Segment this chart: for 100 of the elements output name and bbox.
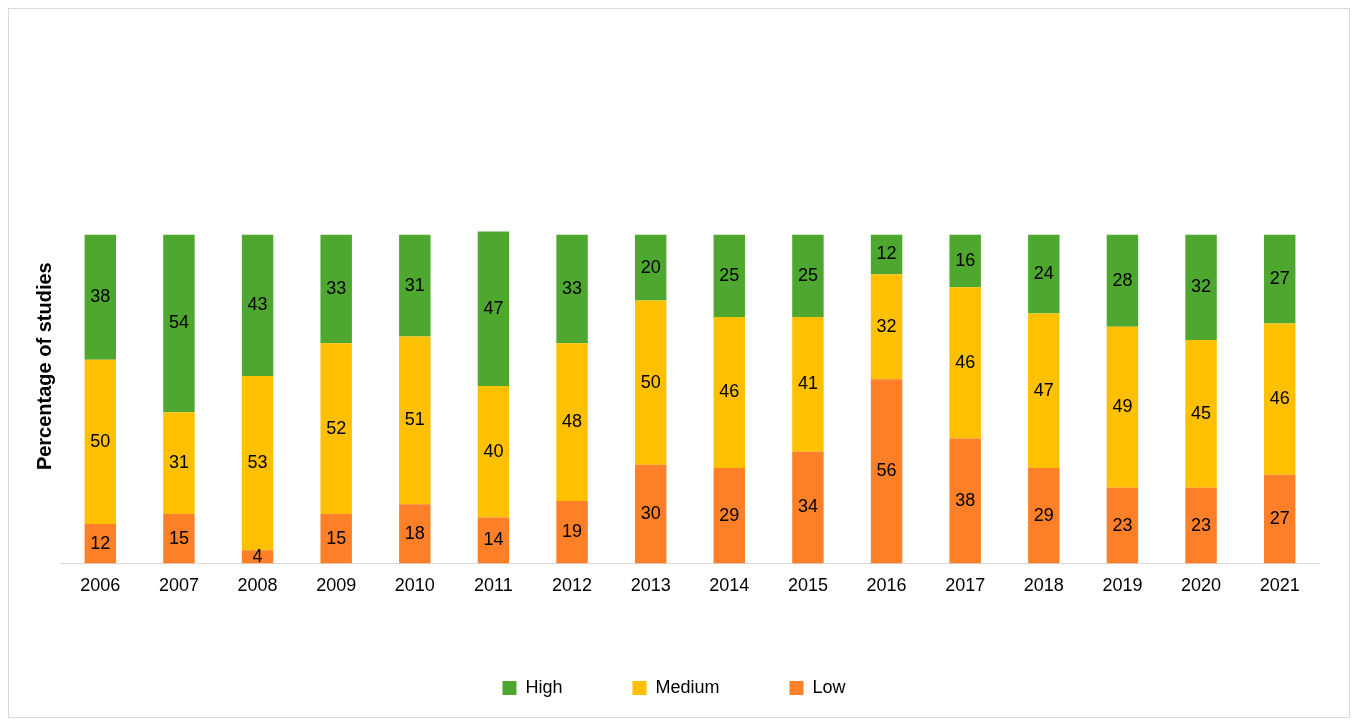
bar [713,234,746,317]
bar [1106,234,1139,327]
data-label: 46 [1269,388,1290,409]
bar [163,234,195,413]
x-tick-label: 2015 [787,575,828,596]
data-label: 29 [719,504,740,525]
x-tick-label: 2016 [866,575,907,596]
data-label: 33 [326,277,347,298]
data-label: 19 [562,521,583,542]
data-label: 45 [1191,402,1212,423]
x-tick-label: 2012 [552,575,593,596]
bar [556,234,588,344]
data-label: 56 [876,460,897,481]
bar [1106,326,1139,488]
bar [634,300,667,465]
data-label: 20 [640,256,661,277]
bar [792,234,824,317]
bar [634,234,667,301]
bar [320,343,352,515]
x-tick-label: 2010 [394,575,435,596]
bar [399,504,431,564]
bar [1028,313,1060,469]
x-tick-label: 2017 [945,575,986,596]
data-label: 25 [797,264,818,285]
data-label: 47 [483,297,504,318]
data-label: 46 [955,351,976,372]
data-label: 50 [640,371,661,392]
data-label: 40 [483,440,504,461]
bar [320,514,352,564]
data-label: 15 [326,527,347,548]
bar [163,514,195,564]
x-tick-label: 2008 [237,575,278,596]
data-label: 29 [1033,504,1054,525]
data-label: 38 [955,489,976,510]
data-label: 25 [719,264,740,285]
data-label: 23 [1191,514,1212,535]
data-label: 50 [90,430,111,451]
bar [1185,487,1217,564]
bar [1263,234,1296,324]
bar [556,343,588,501]
data-label: 34 [797,496,818,517]
data-label: 51 [404,409,425,430]
bar [1106,487,1139,564]
bar [949,287,981,439]
data-label: 14 [483,529,504,550]
legend-label: Low [812,676,847,697]
data-label: 41 [797,373,818,394]
x-tick-label: 2020 [1181,575,1222,596]
bar [713,468,746,564]
legend-label: Medium [655,676,720,697]
bar [84,234,117,360]
bar [477,385,510,518]
data-label: 31 [404,274,425,295]
bar [949,438,981,564]
bar [949,234,981,288]
bar [1185,339,1217,488]
bar [1263,323,1296,475]
bar [241,376,274,551]
y-axis-title: Percentage of studies [32,262,55,471]
data-label: 18 [404,522,425,543]
bar [320,234,352,344]
x-tick-label: 2019 [1102,575,1143,596]
data-label: 16 [955,250,976,270]
data-label: 54 [168,312,189,333]
data-label: 43 [247,294,268,315]
bar [870,274,903,380]
bar [477,517,510,564]
x-tick-label: 2021 [1259,575,1300,596]
bar [1028,234,1060,314]
data-label: 27 [1269,508,1290,528]
bar [399,336,431,505]
bar [634,464,667,564]
data-label: 38 [90,286,111,307]
bar [870,379,903,564]
data-label: 48 [562,411,583,432]
data-label: 32 [1191,276,1212,297]
x-tick-label: 2006 [80,575,121,596]
data-label: 24 [1033,263,1054,284]
data-label: 23 [1112,514,1133,535]
bar [241,234,274,377]
x-tick-label: 2007 [158,575,199,596]
data-label: 53 [247,452,268,473]
bar [792,316,824,452]
data-label: 27 [1269,268,1290,289]
data-label: 32 [876,315,897,336]
bar [477,231,510,386]
x-tick-label: 2011 [474,575,513,596]
bar [399,234,431,337]
legend-label: High [525,676,563,697]
data-label: 49 [1112,396,1133,417]
data-label: 46 [719,381,740,402]
data-label: 4 [252,545,263,566]
data-label: 52 [326,417,347,438]
bar [1263,474,1296,564]
x-tick-label: 2013 [630,575,671,596]
bar [84,359,117,524]
data-label: 31 [168,452,189,473]
bar [713,316,746,469]
bar [556,500,588,564]
data-label: 12 [876,243,897,264]
